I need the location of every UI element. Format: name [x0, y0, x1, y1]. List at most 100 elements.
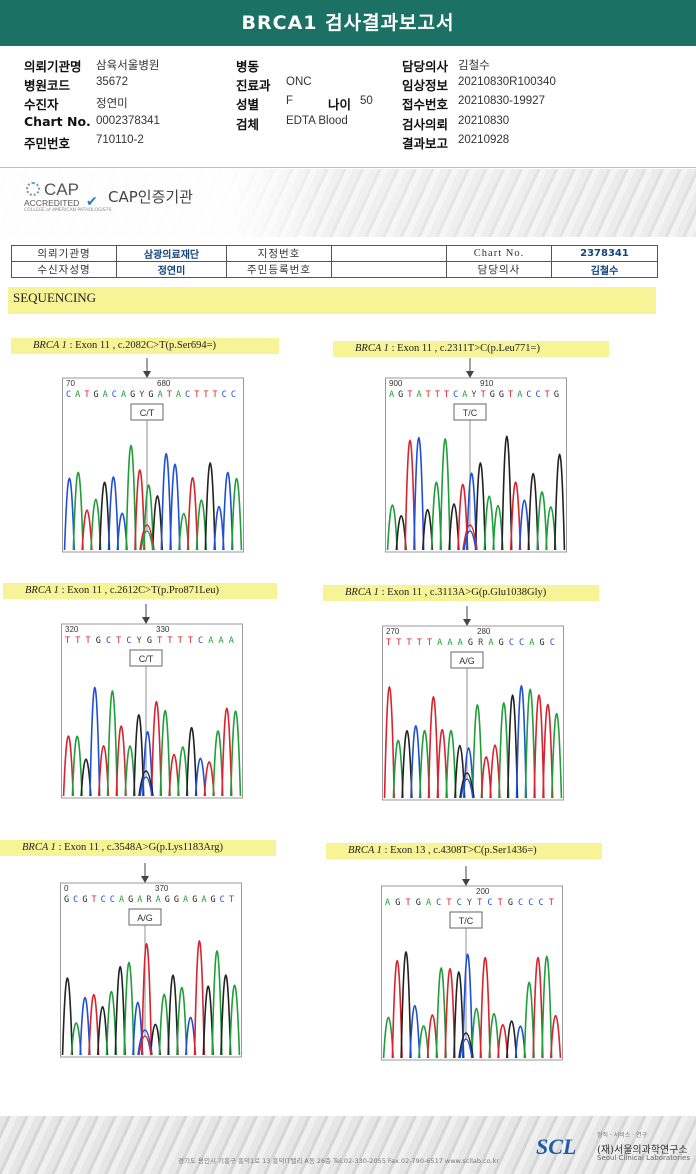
trace-peak — [90, 498, 102, 551]
base-call-letter: A — [458, 638, 463, 648]
trace-peak — [460, 778, 474, 799]
trace-peak — [465, 472, 478, 551]
base-call-letter: Y — [139, 390, 144, 400]
trace-peak — [123, 961, 135, 1056]
trace-peak — [62, 735, 75, 797]
base-call-letter: C — [198, 636, 203, 646]
trace-peak — [61, 977, 74, 1056]
position-label: 200 — [476, 887, 490, 896]
base-call-letter: C — [518, 898, 523, 908]
field-institution: 의뢰기관명 삼육서울병원 — [24, 59, 160, 74]
base-call-letter: C — [528, 898, 533, 908]
trace-peak — [212, 730, 224, 797]
trace-peak — [459, 772, 475, 799]
base-call-letter: C — [231, 390, 236, 400]
base-call-letter: A — [201, 895, 206, 905]
variant-label: BRCA 1 : Exon 13 , c.4308T>C(p.Ser1436=) — [326, 843, 602, 859]
trace-peak — [488, 1012, 500, 1059]
cap-banner — [0, 169, 696, 237]
scl-logo: SCL — [536, 1134, 577, 1159]
trace-peak — [79, 997, 91, 1056]
trace-peak — [168, 753, 180, 797]
base-call-letter: A — [219, 636, 224, 646]
base-call-letter: G — [499, 390, 504, 400]
trace-peak — [63, 477, 76, 551]
trace-peak — [553, 453, 566, 551]
trace-peak — [536, 491, 548, 551]
base-call-letter: T — [91, 895, 96, 905]
trace-peak — [515, 684, 528, 799]
base-call-letter: A — [529, 638, 534, 648]
trace-peak — [167, 974, 179, 1056]
trace-peak — [505, 1020, 518, 1059]
base-call-letter: G — [398, 390, 403, 400]
trace-peak — [230, 477, 243, 551]
base-call-letter: T — [508, 390, 513, 400]
chromatogram: 70 680 C A T G A C A G Y G A T A C T T T C C C/T — [62, 358, 244, 554]
cap-label: CAP인증기관 — [108, 188, 193, 206]
base-call-letter: T — [75, 636, 80, 646]
trace-peak — [106, 690, 119, 797]
base-call-letter: C — [222, 390, 227, 400]
base-call-letter: G — [96, 636, 101, 646]
trace-peak — [202, 985, 214, 1056]
variant-label: BRCA 1 : Exon 11 , c.2311T>C(p.Leu771=) — [333, 341, 609, 357]
trace-peak — [435, 967, 447, 1059]
trace-peak — [392, 739, 404, 799]
genotype-call: A/G — [459, 656, 475, 666]
base-call-letter: G — [128, 895, 133, 905]
trace-peak — [204, 462, 216, 551]
base-call-letter: C — [539, 898, 544, 908]
base-call-letter: T — [481, 390, 486, 400]
trace-peak — [550, 712, 563, 799]
base-call-letter: T — [545, 390, 550, 400]
trace-peak — [410, 725, 422, 799]
trace-peak — [458, 1032, 474, 1059]
base-call-letter: T — [405, 898, 410, 908]
base-call-letter: A — [121, 390, 126, 400]
position-label: 370 — [155, 884, 169, 893]
trace-peak — [453, 971, 465, 1059]
trace-peak — [220, 974, 232, 1056]
trace-peak — [391, 960, 403, 1059]
base-call-letter: Y — [467, 898, 472, 908]
trace-peak — [413, 436, 425, 551]
base-call-letter: A — [517, 390, 522, 400]
trace-peak — [445, 729, 457, 799]
base-call-letter: A — [183, 895, 188, 905]
trace-peak — [404, 439, 416, 551]
field-report-date: 결과보고 20210928 — [402, 134, 510, 151]
base-call-letter: G — [395, 898, 400, 908]
trace-peak — [133, 714, 145, 797]
trace-peak — [518, 499, 531, 551]
base-call-letter: C — [110, 895, 115, 905]
trace-peak — [222, 471, 234, 551]
trace-peak — [177, 746, 189, 797]
cap-logo: CAP ACCREDITED ✔ COLLEGE of AMERICAN PAT… — [24, 180, 112, 213]
trace-peak — [461, 953, 474, 1059]
chromatogram: 0 370 G C G T C C A G A R A G G A G A G C T A/G — [60, 863, 242, 1059]
position-label: 320 — [65, 625, 79, 634]
trace-peak — [158, 993, 170, 1056]
base-call-letter: A — [158, 390, 163, 400]
base-call-letter: T — [178, 636, 183, 646]
base-call-letter: T — [167, 636, 172, 646]
trace-peak — [71, 735, 83, 797]
base-call-letter: T — [386, 638, 391, 648]
base-call-letter: T — [406, 638, 411, 648]
trace-peak — [137, 1029, 153, 1056]
variant-label: BRCA 1 : Exon 11 , c.2612C>T(p.Pro871Leu… — [3, 583, 277, 599]
trace-peak — [471, 704, 484, 799]
trace-peak — [96, 1005, 109, 1056]
trace-peak — [221, 707, 233, 797]
base-call-letter: A — [389, 390, 394, 400]
chromatogram: 200 A G T G A C T C Y T C T G C C C T T/C — [381, 866, 563, 1062]
base-call-letter: R — [478, 638, 484, 648]
footer-org-kr: (재)서울의과학연구소 — [597, 1145, 688, 1156]
trace-peak — [479, 956, 491, 1059]
chromatogram: 900 910 A G T A T T T C A Y T G G T A C C T G T/C — [385, 358, 567, 554]
field-chart-no: Chart No. 0002378341 — [24, 114, 160, 129]
